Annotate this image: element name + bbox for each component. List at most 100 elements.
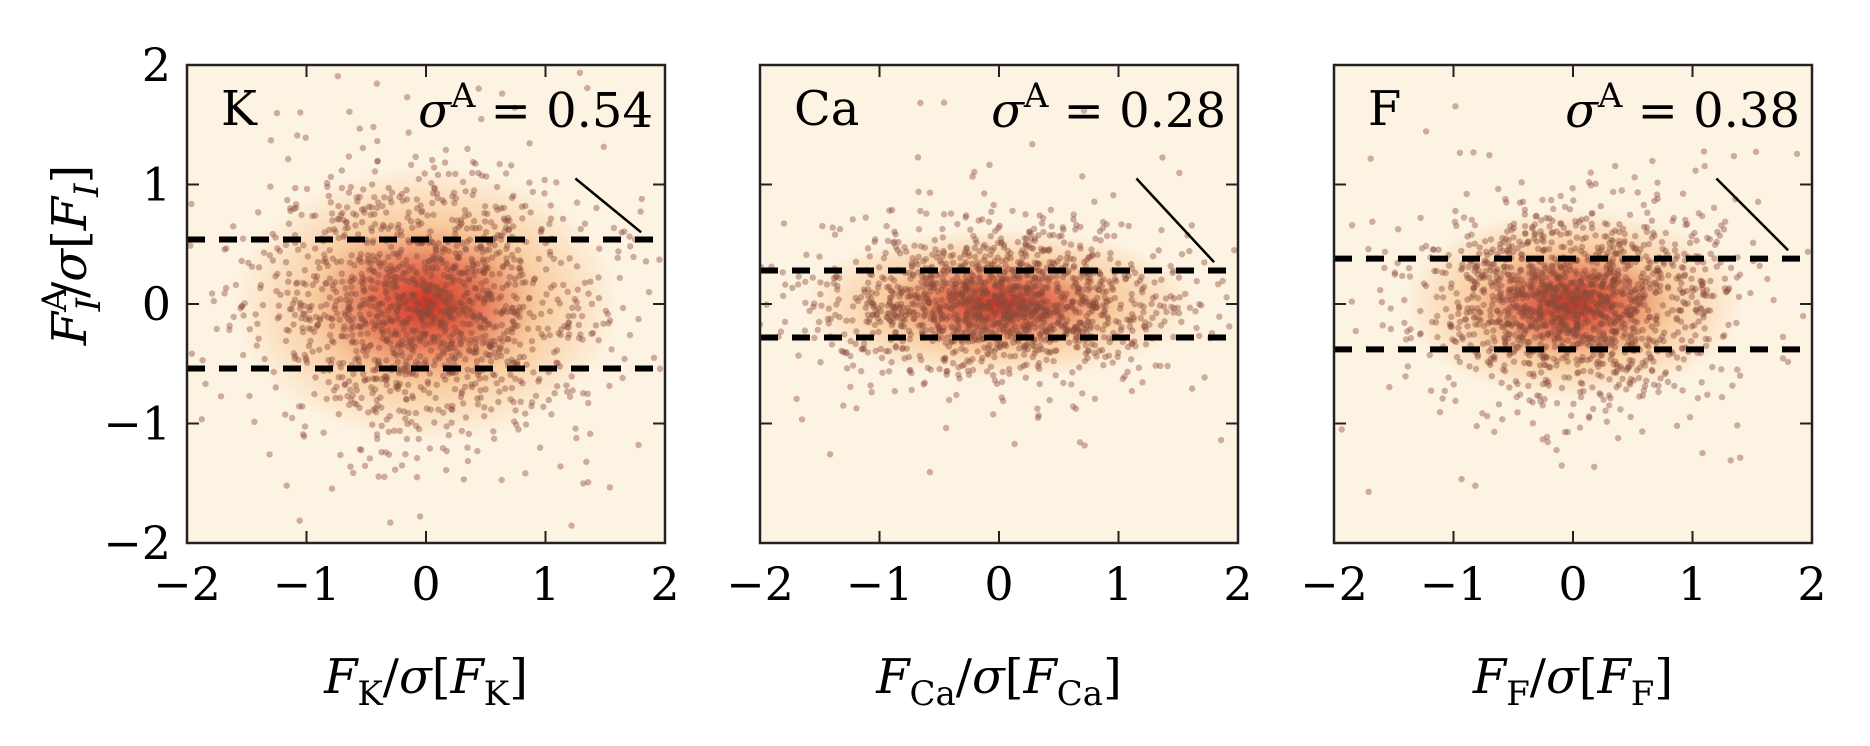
data-point: [1634, 189, 1641, 196]
data-point: [1452, 207, 1459, 215]
data-point: [1576, 311, 1583, 318]
data-point: [1654, 265, 1661, 272]
data-point: [356, 125, 363, 132]
data-point: [1000, 351, 1008, 359]
data-point: [1501, 367, 1509, 375]
data-point: [246, 392, 253, 400]
data-point: [904, 304, 911, 312]
data-point: [1577, 379, 1585, 386]
data-point: [477, 322, 484, 330]
data-point: [1087, 302, 1095, 309]
data-point: [1493, 268, 1501, 276]
data-point: [488, 271, 496, 278]
data-point: [1593, 302, 1601, 309]
data-point: [942, 263, 949, 271]
data-point: [1474, 305, 1481, 312]
data-point: [963, 279, 970, 286]
data-point: [1517, 322, 1525, 329]
data-point: [1065, 326, 1072, 333]
data-point: [991, 353, 998, 361]
data-point: [1459, 261, 1466, 268]
data-point: [1548, 293, 1555, 300]
data-point: [1526, 269, 1533, 277]
data-point: [402, 415, 409, 422]
data-point: [1053, 347, 1060, 354]
data-point: [1003, 287, 1010, 294]
data-point: [393, 308, 400, 316]
data-point: [1723, 288, 1731, 295]
data-point: [295, 356, 302, 363]
data-point: [1003, 307, 1010, 314]
data-point: [1537, 310, 1544, 317]
x-tick-label: −2: [1300, 557, 1368, 611]
data-point: [802, 299, 809, 306]
data-point: [1074, 328, 1082, 336]
data-point: [1024, 323, 1032, 330]
data-point: [1483, 258, 1490, 266]
x-tick-label: 0: [1558, 557, 1587, 611]
data-point: [398, 232, 405, 239]
data-point: [413, 422, 420, 430]
data-point: [1669, 307, 1676, 314]
data-point: [1588, 273, 1595, 280]
data-point: [1546, 245, 1553, 253]
data-point: [1621, 230, 1628, 238]
data-point: [595, 337, 602, 344]
data-point: [486, 343, 493, 350]
data-point: [401, 269, 409, 277]
data-point: [1680, 264, 1687, 272]
data-point: [1617, 363, 1624, 370]
data-point: [331, 305, 338, 312]
data-point: [948, 305, 955, 312]
data-point: [1647, 285, 1654, 292]
data-point: [240, 312, 247, 319]
data-point: [1034, 304, 1041, 312]
data-point: [1024, 289, 1032, 297]
data-point: [440, 297, 448, 305]
data-point: [1010, 294, 1017, 301]
data-point: [1582, 295, 1590, 302]
data-point: [1574, 316, 1581, 323]
data-point: [1526, 322, 1534, 330]
data-point: [921, 379, 928, 386]
data-point: [989, 371, 997, 379]
data-point: [1013, 327, 1021, 335]
data-point: [1095, 286, 1102, 294]
data-point: [959, 339, 966, 346]
data-point: [362, 300, 369, 307]
data-point: [1707, 292, 1715, 300]
data-point: [1587, 335, 1594, 342]
data-point: [1000, 295, 1008, 303]
data-point: [475, 85, 482, 92]
data-point: [511, 321, 519, 329]
data-point: [940, 279, 948, 286]
data-point: [1563, 288, 1570, 295]
data-point: [439, 445, 447, 452]
data-point: [1386, 383, 1393, 391]
data-point: [1480, 289, 1488, 296]
data-point: [335, 374, 342, 381]
data-point: [980, 244, 987, 251]
data-point: [574, 286, 581, 293]
data-point: [1036, 315, 1044, 322]
data-point: [925, 297, 932, 304]
data-point: [789, 284, 796, 291]
data-point: [499, 337, 506, 345]
data-point: [445, 357, 453, 364]
data-point: [969, 315, 976, 322]
data-point: [385, 225, 392, 232]
data-point: [392, 384, 399, 391]
data-point: [1641, 383, 1649, 390]
data-point: [999, 292, 1006, 300]
data-point: [1516, 326, 1523, 333]
data-point: [1564, 428, 1572, 436]
data-point: [991, 309, 999, 316]
data-point: [1445, 262, 1453, 269]
data-point: [1039, 248, 1046, 255]
data-point: [370, 268, 377, 275]
data-point: [367, 341, 375, 349]
data-point: [1111, 276, 1119, 283]
data-point: [425, 288, 433, 295]
data-point: [1535, 245, 1542, 252]
data-point: [1078, 319, 1085, 326]
